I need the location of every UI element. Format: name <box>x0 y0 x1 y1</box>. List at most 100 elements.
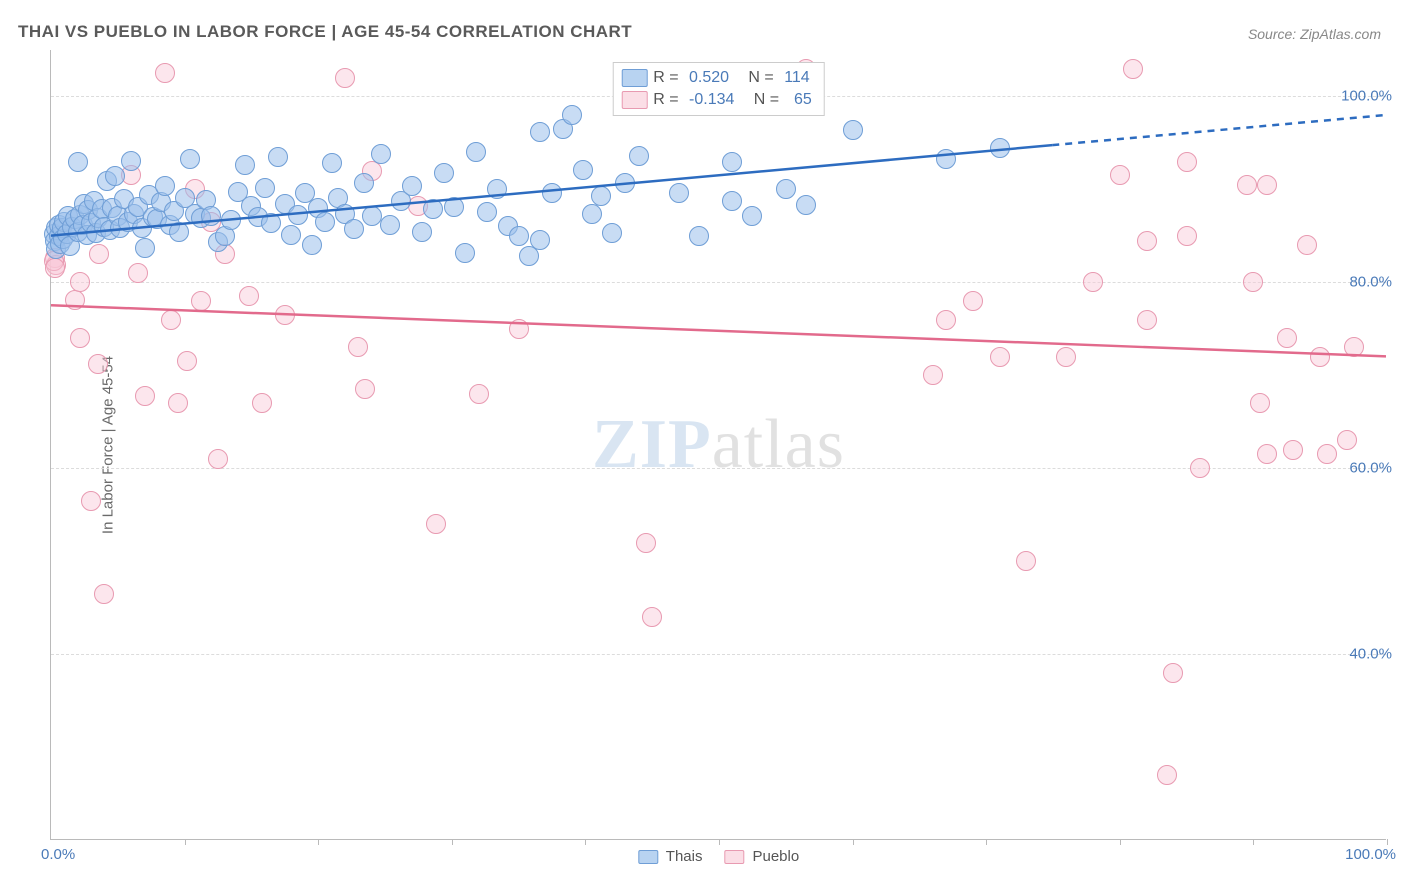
legend-item-series2: Pueblo <box>724 848 799 865</box>
scatter-point <box>669 183 689 203</box>
scatter-point <box>362 206 382 226</box>
scatter-point <box>191 291 211 311</box>
scatter-point <box>530 230 550 250</box>
scatter-point <box>562 105 582 125</box>
scatter-point <box>990 138 1010 158</box>
scatter-point <box>180 149 200 169</box>
gridline <box>51 468 1386 469</box>
scatter-point <box>487 179 507 199</box>
chart-title: THAI VS PUEBLO IN LABOR FORCE | AGE 45-5… <box>18 22 632 42</box>
scatter-point <box>81 491 101 511</box>
x-tick <box>185 839 186 845</box>
scatter-point <box>455 243 475 263</box>
scatter-point <box>636 533 656 553</box>
stats-row-series2: R = -0.134 N = 65 <box>621 89 812 111</box>
scatter-point <box>1110 165 1130 185</box>
swatch-icon <box>724 850 744 864</box>
scatter-point <box>68 152 88 172</box>
legend-bottom: Thais Pueblo <box>638 848 799 865</box>
scatter-point <box>1237 175 1257 195</box>
scatter-point <box>1277 328 1297 348</box>
scatter-point <box>722 152 742 172</box>
scatter-point <box>1344 337 1364 357</box>
scatter-point <box>371 144 391 164</box>
source-attribution: Source: ZipAtlas.com <box>1248 26 1381 42</box>
scatter-point <box>255 178 275 198</box>
scatter-point <box>776 179 796 199</box>
swatch-icon <box>621 91 647 109</box>
scatter-point <box>135 386 155 406</box>
scatter-point <box>843 120 863 140</box>
scatter-point <box>412 222 432 242</box>
y-axis-title: In Labor Force | Age 45-54 <box>100 355 117 533</box>
scatter-point <box>315 212 335 232</box>
scatter-point <box>105 166 125 186</box>
scatter-point <box>208 449 228 469</box>
scatter-point <box>1257 444 1277 464</box>
scatter-point <box>509 319 529 339</box>
scatter-point <box>542 183 562 203</box>
gridline <box>51 282 1386 283</box>
scatter-point <box>444 197 464 217</box>
x-tick <box>1387 839 1388 845</box>
scatter-point <box>689 226 709 246</box>
y-tick-label: 80.0% <box>1349 274 1392 291</box>
watermark: ZIPatlas <box>592 405 845 485</box>
x-tick <box>986 839 987 845</box>
scatter-point <box>70 328 90 348</box>
scatter-point <box>275 305 295 325</box>
scatter-point <box>281 225 301 245</box>
scatter-point <box>722 191 742 211</box>
scatter-point <box>322 153 342 173</box>
scatter-point <box>168 393 188 413</box>
x-tick <box>1253 839 1254 845</box>
scatter-point <box>963 291 983 311</box>
scatter-point <box>742 206 762 226</box>
scatter-point <box>335 68 355 88</box>
y-tick-label: 40.0% <box>1349 646 1392 663</box>
gridline <box>51 654 1386 655</box>
scatter-point <box>1317 444 1337 464</box>
scatter-point <box>302 235 322 255</box>
scatter-point <box>1337 430 1357 450</box>
scatter-point <box>509 226 529 246</box>
scatter-point <box>642 607 662 627</box>
scatter-point <box>1310 347 1330 367</box>
scatter-point <box>936 149 956 169</box>
scatter-point <box>1083 272 1103 292</box>
scatter-point <box>70 272 90 292</box>
scatter-point <box>380 215 400 235</box>
scatter-point <box>477 202 497 222</box>
x-axis-min-label: 0.0% <box>41 846 75 863</box>
scatter-point <box>573 160 593 180</box>
scatter-point <box>348 337 368 357</box>
x-tick <box>318 839 319 845</box>
scatter-point <box>923 365 943 385</box>
scatter-point <box>426 514 446 534</box>
stats-row-series1: R = 0.520 N = 114 <box>621 67 812 89</box>
scatter-point <box>1177 226 1197 246</box>
scatter-point <box>344 219 364 239</box>
scatter-point <box>469 384 489 404</box>
scatter-point <box>354 173 374 193</box>
scatter-point <box>288 205 308 225</box>
scatter-point <box>89 244 109 264</box>
scatter-point <box>519 246 539 266</box>
scatter-point <box>121 151 141 171</box>
y-tick-label: 100.0% <box>1341 88 1392 105</box>
scatter-point <box>582 204 602 224</box>
scatter-point <box>1016 551 1036 571</box>
scatter-point <box>1157 765 1177 785</box>
x-tick <box>719 839 720 845</box>
swatch-icon <box>621 69 647 87</box>
scatter-point <box>936 310 956 330</box>
scatter-point <box>135 238 155 258</box>
scatter-point <box>355 379 375 399</box>
trend-line <box>1052 115 1386 145</box>
scatter-point <box>1297 235 1317 255</box>
scatter-point <box>128 263 148 283</box>
y-tick-label: 60.0% <box>1349 460 1392 477</box>
scatter-point <box>615 173 635 193</box>
scatter-point <box>155 176 175 196</box>
scatter-point <box>629 146 649 166</box>
